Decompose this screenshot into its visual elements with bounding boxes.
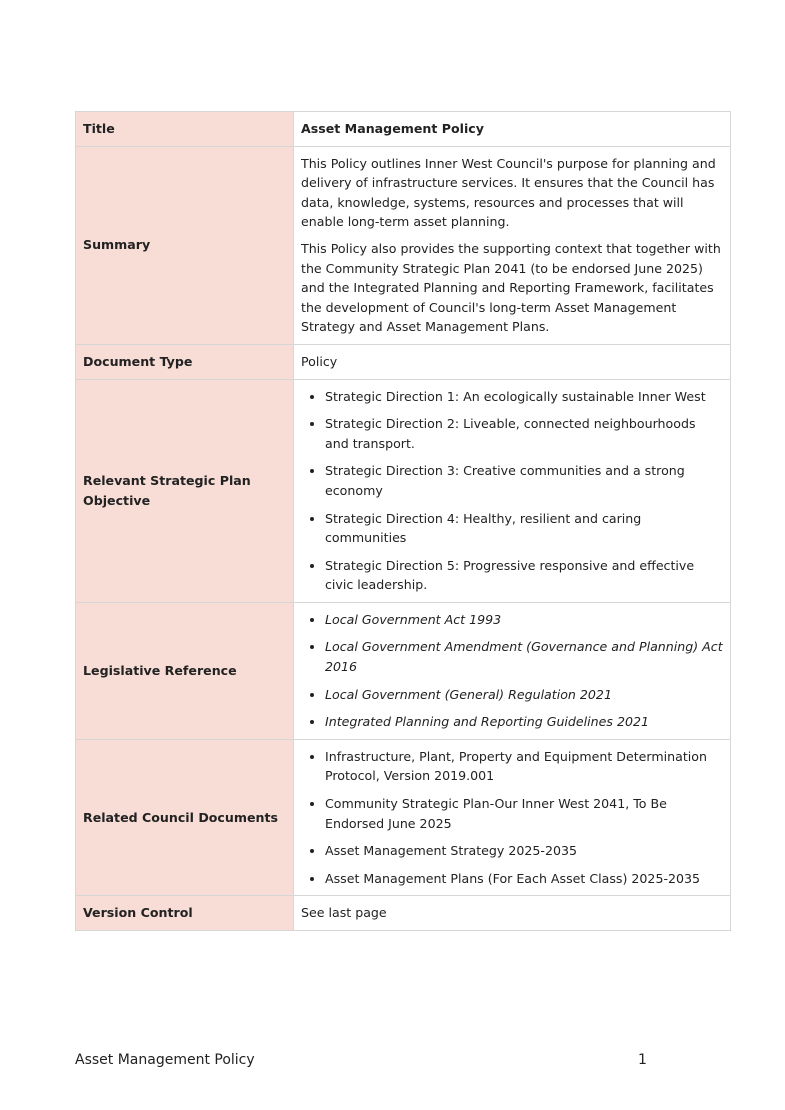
paragraph: Policy	[301, 353, 338, 369]
row-label: Version Control	[75, 895, 294, 931]
list-item: Local Government Amendment (Governance a…	[325, 637, 723, 676]
table-row: Title Asset Management Policy	[75, 111, 731, 147]
row-value: Policy	[293, 343, 731, 380]
table-row: Legislative ReferenceLocal Government Ac…	[75, 601, 731, 740]
table-row: Version Control See last page	[75, 895, 731, 931]
footer-title: Asset Management Policy	[75, 1052, 255, 1068]
list-item: Strategic Direction 5: Progressive respo…	[325, 556, 723, 595]
paragraph: See last page	[301, 905, 387, 921]
list-item: Local Government Act 1993	[325, 610, 723, 630]
list-item: Asset Management Plans (For Each Asset C…	[325, 869, 723, 889]
list-item: Community Strategic Plan-Our Inner West …	[325, 794, 723, 833]
row-label: Title	[75, 111, 294, 147]
row-value: Strategic Direction 1: An ecologically s…	[293, 378, 731, 603]
paragraph: This Policy also provides the supporting…	[301, 240, 721, 335]
row-label: Document Type	[75, 343, 294, 380]
list-item: Asset Management Strategy 2025-2035	[325, 841, 723, 861]
paragraph: This Policy outlines Inner West Council'…	[301, 155, 716, 230]
row-label: Relevant Strategic Plan Objective	[75, 378, 294, 603]
row-label: Legislative Reference	[75, 601, 294, 740]
list-item: Integrated Planning and Reporting Guidel…	[325, 712, 723, 732]
list-item: Strategic Direction 3: Creative communit…	[325, 461, 723, 500]
list-item: Strategic Direction 1: An ecologically s…	[325, 387, 723, 407]
bullet-list: Strategic Direction 1: An ecologically s…	[301, 387, 723, 595]
table-row: Related Council Documents Infrastructure,…	[75, 738, 731, 897]
row-value: This Policy outlines Inner West Council'…	[293, 145, 731, 345]
page-number: 1	[638, 1052, 647, 1068]
row-label: Summary	[75, 145, 294, 345]
list-item: Infrastructure, Plant, Property and Equi…	[325, 747, 723, 786]
list-item: Strategic Direction 4: Healthy, resilien…	[325, 509, 723, 548]
row-value: See last page	[293, 895, 731, 931]
list-item: Strategic Direction 2: Liveable, connect…	[325, 414, 723, 453]
row-value: Asset Management Policy	[293, 111, 731, 147]
bullet-list: Infrastructure, Plant, Property and Equi…	[301, 747, 723, 889]
row-label: Related Council Documents	[75, 738, 294, 897]
table-row: Relevant Strategic Plan Objective Strateg…	[75, 378, 731, 603]
paragraph: Asset Management Policy	[301, 121, 484, 136]
row-value: Local Government Act 1993 Local Governmen…	[293, 601, 731, 740]
list-item: Local Government (General) Regulation 20…	[325, 685, 723, 705]
policy-table: Title Asset Management Policy Summary This …	[75, 111, 731, 931]
table-row: Summary This Policy outlines Inner West C…	[75, 145, 731, 345]
bullet-list: Local Government Act 1993 Local Governmen…	[301, 610, 723, 732]
table-row: Document Type Policy	[75, 343, 731, 380]
row-value: Infrastructure, Plant, Property and Equi…	[293, 738, 731, 897]
